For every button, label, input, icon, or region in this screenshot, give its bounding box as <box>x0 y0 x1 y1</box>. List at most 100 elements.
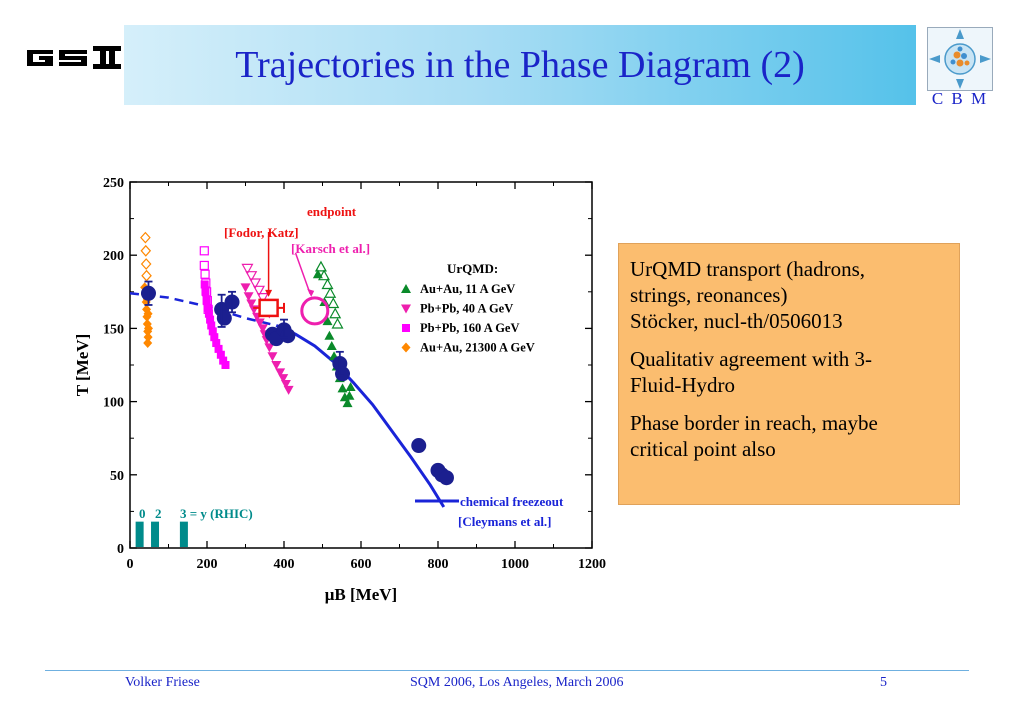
x-tick-label: 1200 <box>578 557 606 572</box>
data-point <box>312 269 323 279</box>
data-point <box>283 385 294 395</box>
legend-label: Au+Au, 11 A GeV <box>420 282 515 296</box>
data-point <box>411 438 427 454</box>
legend-label: Au+Au, 21300 A GeV <box>420 341 535 355</box>
data-point <box>199 246 209 256</box>
x-tick-label: 800 <box>428 557 449 572</box>
y-axis-label: T [MeV] <box>73 334 92 396</box>
data-point <box>324 330 335 340</box>
data-point <box>329 307 342 319</box>
data-point <box>210 333 219 342</box>
data-point <box>241 263 254 275</box>
data-point <box>322 316 333 326</box>
data-point <box>216 310 232 326</box>
footer-author: Volker Friese <box>125 675 200 690</box>
data-point <box>143 323 153 334</box>
footer-page-number: 5 <box>880 675 887 690</box>
karsch-endpoint-marker <box>300 296 330 326</box>
info-line: Phase border in reach, maybe <box>630 411 878 435</box>
data-point <box>219 356 228 365</box>
footer-divider <box>45 670 969 671</box>
data-point <box>206 315 215 324</box>
info-line: critical point also <box>630 437 776 461</box>
rhic-bar <box>135 521 144 547</box>
karsch-label: [Karsch et al.] <box>291 241 370 256</box>
data-point <box>249 278 262 290</box>
data-point <box>267 352 278 362</box>
data-point <box>252 285 265 297</box>
rhic-label-0: 0 <box>139 506 146 521</box>
y-tick-label: 100 <box>103 396 124 411</box>
fodor-katz-label: [Fodor, Katz] <box>224 225 299 240</box>
y-tick-label: 50 <box>110 469 124 484</box>
info-box: UrQMD transport (hadrons, strings, reona… <box>618 243 960 505</box>
rhic-label-3: 3 = y (RHIC) <box>180 506 253 521</box>
data-point <box>344 390 355 400</box>
data-point <box>438 470 454 486</box>
data-point <box>203 304 213 314</box>
data-point <box>264 343 275 353</box>
data-point <box>345 381 356 391</box>
x-axis-label: μB [MeV] <box>325 585 397 604</box>
info-line: Qualitativ agreement with 3- <box>630 347 873 371</box>
phase-diagram-chart: 0 200 400 600 800 1000 1200 0 50 100 150 200 250 μB [… <box>73 176 606 604</box>
data-point <box>143 338 153 349</box>
data-point <box>280 328 296 344</box>
fodor-katz-endpoint-marker <box>258 298 279 318</box>
footer-event: SQM 2006, Los Angeles, March 2006 <box>410 675 624 690</box>
info-line: strings, reonances) <box>630 283 788 307</box>
rhic-bar <box>179 521 188 547</box>
data-point <box>314 260 327 272</box>
data-point <box>207 321 216 330</box>
legend-label: Pb+Pb, 160 A GeV <box>420 321 520 335</box>
data-point <box>278 374 289 384</box>
data-point <box>202 296 211 305</box>
data-point <box>335 366 351 382</box>
data-point <box>140 231 151 244</box>
data-point <box>203 303 212 312</box>
x-tick-label: 600 <box>351 557 372 572</box>
info-paragraph-1: UrQMD transport (hadrons, strings, reona… <box>630 256 949 334</box>
cbm-logo <box>927 27 993 91</box>
karsch-arrow-head <box>307 288 315 297</box>
data-point <box>324 287 337 298</box>
karsch-arrow <box>294 252 311 295</box>
data-point <box>201 287 210 296</box>
data-point <box>342 398 353 408</box>
legend-marker <box>401 284 411 293</box>
y-tick-label: 250 <box>103 176 124 191</box>
data-point <box>214 344 223 353</box>
data-point <box>202 295 212 306</box>
data-point <box>140 244 152 257</box>
data-point <box>321 278 334 290</box>
data-point <box>256 293 269 304</box>
freezeout-curve <box>275 324 446 508</box>
legend-marker <box>401 304 411 314</box>
data-point <box>212 339 221 348</box>
freezeout-legend-label: chemical freezeout <box>460 494 564 509</box>
endpoint-label: endpoint <box>307 204 357 219</box>
data-point <box>143 308 153 319</box>
rhic-label-2: 2 <box>155 506 162 521</box>
data-point <box>200 269 210 279</box>
rhic-bar <box>151 521 160 547</box>
cbm-logo-text: C B M <box>931 89 989 108</box>
data-point <box>327 297 340 309</box>
data-point <box>280 380 291 390</box>
data-point <box>201 278 211 288</box>
data-point <box>202 287 212 297</box>
y-tick-label: 200 <box>103 249 124 264</box>
data-point <box>257 324 268 334</box>
info-line: Stöcker, nucl-th/0506013 <box>630 309 843 333</box>
info-paragraph-3: Phase border in reach, maybe critical po… <box>630 410 949 462</box>
info-paragraph-2: Qualitativ agreement with 3- Fluid-Hydro <box>630 346 949 398</box>
data-point <box>254 318 265 328</box>
info-line: Fluid-Hydro <box>630 373 735 397</box>
y-tick-label: 0 <box>117 542 124 557</box>
data-point <box>199 260 209 271</box>
data-point <box>243 292 254 302</box>
data-point <box>271 361 282 370</box>
data-point <box>216 350 225 359</box>
title-bar <box>124 25 916 105</box>
data-point <box>221 361 230 369</box>
